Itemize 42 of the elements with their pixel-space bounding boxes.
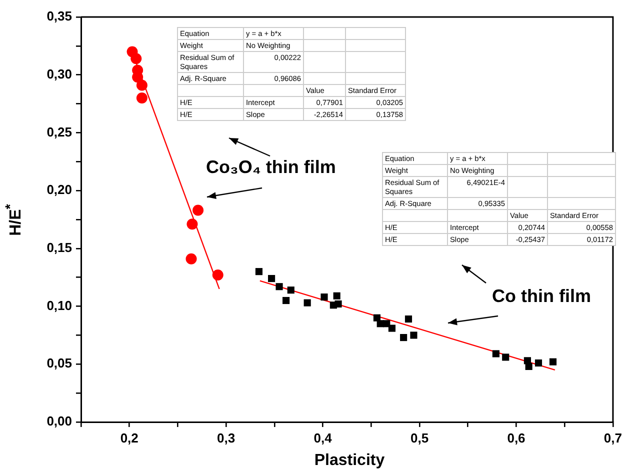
point bbox=[333, 292, 340, 300]
y-tick-label: 0,30 bbox=[46, 66, 72, 82]
point bbox=[410, 332, 418, 339]
point bbox=[136, 80, 148, 91]
y-tick-label: 0,20 bbox=[46, 182, 72, 198]
y-tick-label: 0,25 bbox=[46, 124, 72, 140]
point bbox=[400, 334, 408, 342]
x-tick-label: 0,4 bbox=[314, 430, 333, 446]
point bbox=[287, 286, 294, 294]
point bbox=[130, 53, 142, 64]
x-tick-label: 0,7 bbox=[604, 430, 622, 446]
point bbox=[136, 92, 148, 104]
x-tick-label: 0,6 bbox=[507, 430, 526, 446]
x-axis-title: Plasticity bbox=[313, 452, 386, 470]
point bbox=[492, 350, 500, 358]
point bbox=[186, 253, 197, 264]
x-tick-label: 0,3 bbox=[217, 430, 236, 446]
point bbox=[282, 296, 290, 304]
point bbox=[304, 299, 311, 306]
point bbox=[404, 315, 412, 323]
point bbox=[212, 270, 224, 281]
y-tick-label: 0,15 bbox=[46, 240, 72, 256]
point bbox=[268, 274, 276, 282]
y-tick-label: 0,05 bbox=[46, 356, 72, 371]
point bbox=[525, 362, 532, 370]
point bbox=[186, 218, 198, 230]
y-tick-label: 0,10 bbox=[46, 298, 72, 313]
point bbox=[192, 204, 204, 216]
point bbox=[549, 358, 557, 366]
point bbox=[334, 300, 342, 308]
point bbox=[276, 283, 283, 290]
x-tick-label: 0,5 bbox=[410, 430, 429, 446]
y-tick-label: 0,35 bbox=[46, 8, 72, 24]
point bbox=[502, 354, 510, 361]
point bbox=[255, 268, 262, 276]
point bbox=[320, 293, 328, 301]
annotation: Co₃O₄ thin film bbox=[206, 157, 336, 178]
y-tick-label: 0,00 bbox=[46, 414, 72, 429]
x-tick-label: 0,2 bbox=[120, 430, 138, 446]
point bbox=[388, 324, 396, 332]
point bbox=[534, 359, 542, 367]
annotation: Co thin film bbox=[492, 286, 591, 307]
